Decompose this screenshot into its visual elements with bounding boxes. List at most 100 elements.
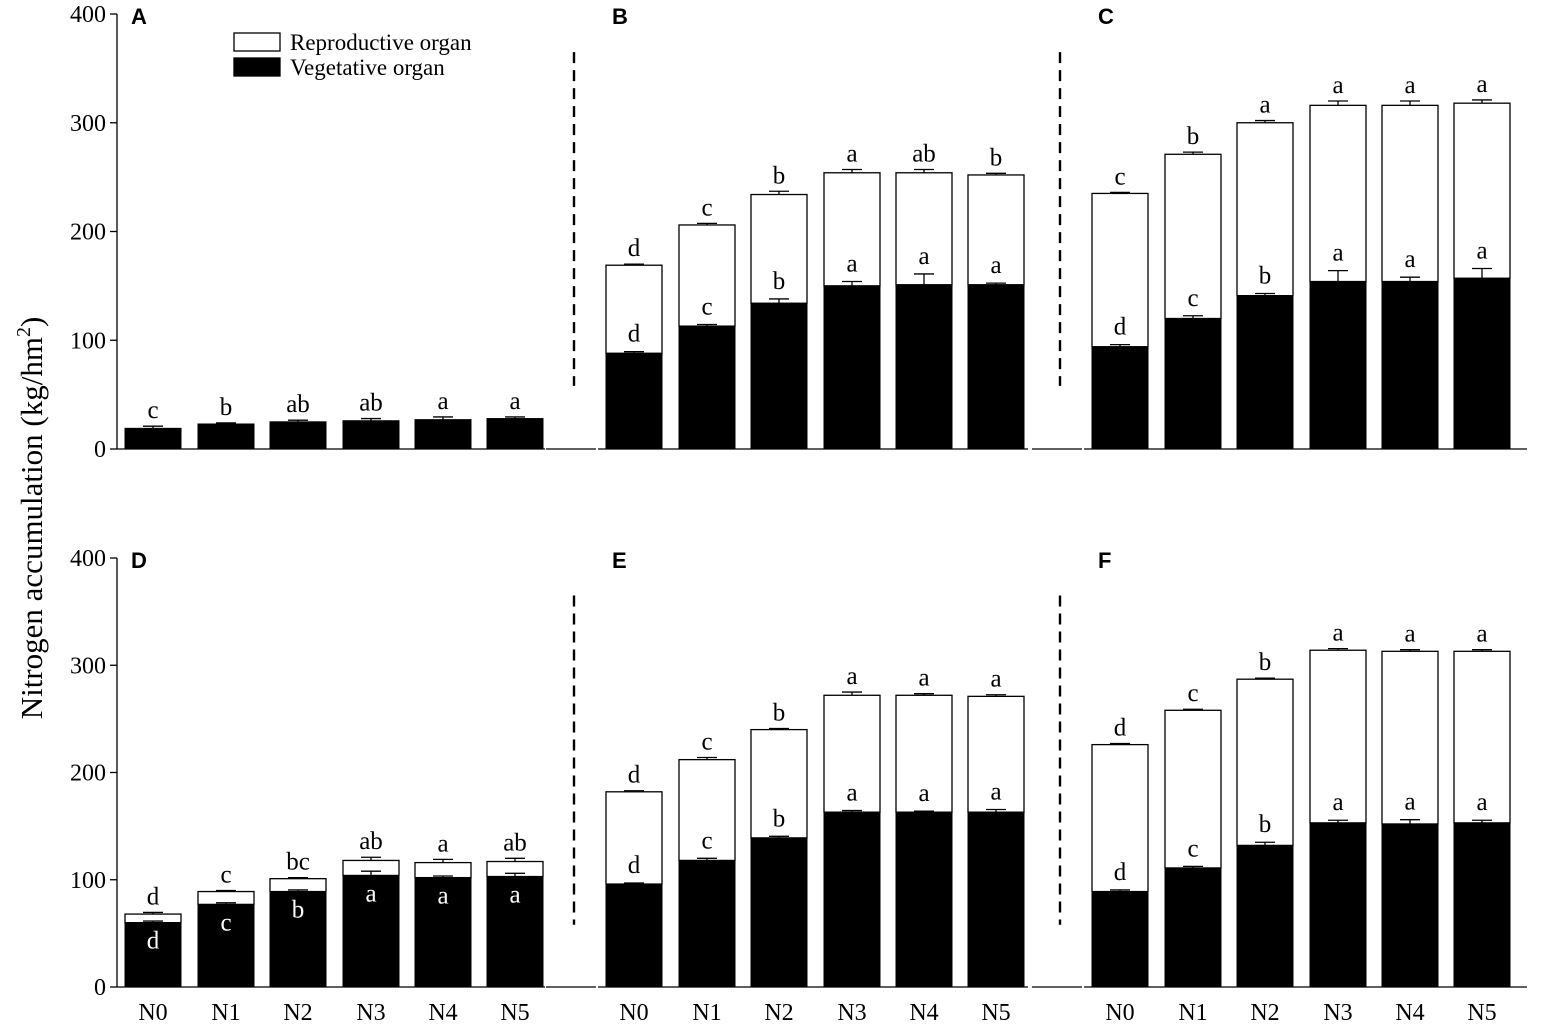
bar-reproductive-n5 bbox=[967, 695, 1025, 813]
x-tick-label: N4 bbox=[1395, 1000, 1424, 1026]
y-tick-label: 200 bbox=[70, 761, 106, 787]
x-tick-label: N2 bbox=[283, 1000, 312, 1026]
bar-reproductive-n2 bbox=[1236, 678, 1294, 847]
y-tick-label: 0 bbox=[94, 437, 106, 463]
bar-vegetative-n2 bbox=[750, 302, 808, 450]
significance-letter-vegetative: a bbox=[1404, 246, 1415, 273]
x-tick-label: N3 bbox=[1323, 1000, 1352, 1026]
significance-letter-total: b bbox=[773, 700, 786, 727]
significance-letter-total: a bbox=[846, 141, 857, 168]
significance-letter-vegetative: a bbox=[918, 780, 929, 807]
significance-letter-total: ab bbox=[503, 829, 527, 856]
significance-letter-total: d bbox=[628, 235, 641, 262]
x-tick-label: N0 bbox=[619, 1000, 648, 1026]
significance-letter-vegetative: a bbox=[918, 243, 929, 270]
significance-letter-vegetative: a bbox=[846, 251, 857, 278]
y-axis-title-superscript: 2 bbox=[13, 327, 35, 337]
bar-vegetative-n0 bbox=[124, 427, 182, 450]
significance-letter-total: c bbox=[220, 861, 231, 888]
significance-letter-vegetative: d bbox=[147, 928, 160, 955]
bar-vegetative-n3 bbox=[823, 285, 881, 450]
bar-vegetative-n1 bbox=[1164, 867, 1222, 988]
panel-f: Fd d c c b b a a a a a a N0 N1 N2 N3 N4 N5 bbox=[1032, 548, 1527, 1026]
panel-label: B bbox=[612, 4, 628, 29]
significance-letter-total: ab bbox=[359, 390, 383, 417]
x-tick-label: N5 bbox=[981, 1000, 1010, 1026]
significance-letter-total: a bbox=[1332, 620, 1343, 647]
panel-label: C bbox=[1098, 4, 1114, 29]
significance-letter-vegetative: d bbox=[1114, 859, 1127, 886]
y-tick-label: 300 bbox=[70, 111, 106, 137]
significance-letter-vegetative: a bbox=[1332, 240, 1343, 267]
y-tick-label: 400 bbox=[70, 546, 106, 572]
y-tick-label: 100 bbox=[70, 868, 106, 894]
significance-letter-vegetative: c bbox=[1187, 835, 1198, 862]
x-tick-label: N1 bbox=[1178, 1000, 1207, 1026]
legend-label-2: Vegetative organ bbox=[290, 55, 445, 80]
significance-letter-total: c bbox=[1114, 163, 1125, 190]
x-tick-label: N2 bbox=[1250, 1000, 1279, 1026]
bar-vegetative-n3 bbox=[342, 874, 400, 988]
bar-reproductive-n0 bbox=[1091, 192, 1149, 348]
significance-letter-vegetative: c bbox=[1187, 285, 1198, 312]
significance-letter-vegetative: a bbox=[1404, 789, 1415, 816]
significance-letter-vegetative: a bbox=[1476, 237, 1487, 264]
significance-letter-vegetative: a bbox=[1476, 789, 1487, 816]
significance-letter-vegetative: c bbox=[701, 827, 712, 854]
significance-letter-total: a bbox=[1404, 621, 1415, 648]
significance-letter-vegetative: c bbox=[220, 909, 231, 936]
panel-label: D bbox=[131, 548, 147, 573]
panel-a: Ac b ab ab a a bbox=[117, 4, 545, 450]
significance-letter-vegetative: a bbox=[846, 780, 857, 807]
significance-letter-vegetative: a bbox=[437, 883, 448, 910]
bar-reproductive-n4 bbox=[895, 694, 953, 813]
x-tick-label: N1 bbox=[692, 1000, 721, 1026]
significance-letter-total: b bbox=[1187, 123, 1200, 150]
bar-vegetative-n2 bbox=[750, 837, 808, 988]
bar-vegetative-n0 bbox=[605, 883, 663, 988]
significance-letter-vegetative: a bbox=[365, 880, 376, 907]
legend-swatch-1 bbox=[233, 32, 281, 52]
significance-letter-total: a bbox=[846, 663, 857, 690]
significance-letter-vegetative: b bbox=[1259, 811, 1272, 838]
x-tick-label: N5 bbox=[1467, 1000, 1496, 1026]
significance-letter-total: b bbox=[990, 144, 1003, 171]
x-tick-label: N3 bbox=[837, 1000, 866, 1026]
significance-letter-vegetative: a bbox=[509, 882, 520, 909]
bar-vegetative-n5 bbox=[1453, 277, 1511, 450]
y-axis-title-close: ) bbox=[14, 317, 49, 327]
bar-vegetative-n5 bbox=[967, 284, 1025, 450]
bar-vegetative-n4 bbox=[895, 284, 953, 450]
significance-letter-vegetative: a bbox=[990, 252, 1001, 279]
bar-vegetative-n5 bbox=[486, 418, 544, 450]
significance-letter-total: c bbox=[701, 728, 712, 755]
x-tick-label: N4 bbox=[909, 1000, 938, 1026]
x-tick-label: N3 bbox=[356, 1000, 385, 1026]
significance-letter-total: a bbox=[509, 388, 520, 415]
significance-letter-vegetative: c bbox=[701, 293, 712, 320]
x-tick-label: N0 bbox=[1105, 1000, 1134, 1026]
bar-vegetative-n0 bbox=[1091, 346, 1149, 450]
significance-letter-total: a bbox=[1259, 92, 1270, 119]
bar-reproductive-n2 bbox=[1236, 122, 1294, 297]
panel-label: F bbox=[1098, 548, 1111, 573]
panel-label: E bbox=[612, 548, 627, 573]
bar-vegetative-n3 bbox=[342, 420, 400, 450]
y-axis-title: Nitrogen accumulation (kg/hm2) bbox=[13, 317, 49, 720]
significance-letter-vegetative: a bbox=[990, 779, 1001, 806]
y-axis-title-main: Nitrogen accumulation (kg/hm bbox=[14, 337, 49, 719]
significance-letter-total: a bbox=[918, 665, 929, 692]
panel-label: A bbox=[131, 4, 147, 29]
bar-vegetative-n1 bbox=[678, 325, 736, 450]
bar-reproductive-n1 bbox=[678, 224, 736, 327]
bar-reproductive-n5 bbox=[967, 174, 1025, 286]
bar-vegetative-n5 bbox=[1453, 822, 1511, 988]
bar-vegetative-n0 bbox=[1091, 891, 1149, 988]
significance-letter-total: a bbox=[437, 830, 448, 857]
significance-letter-total: c bbox=[147, 397, 158, 424]
bar-vegetative-n3 bbox=[1309, 822, 1367, 988]
y-tick-label: 400 bbox=[70, 2, 106, 28]
significance-letter-total: bc bbox=[286, 849, 310, 876]
